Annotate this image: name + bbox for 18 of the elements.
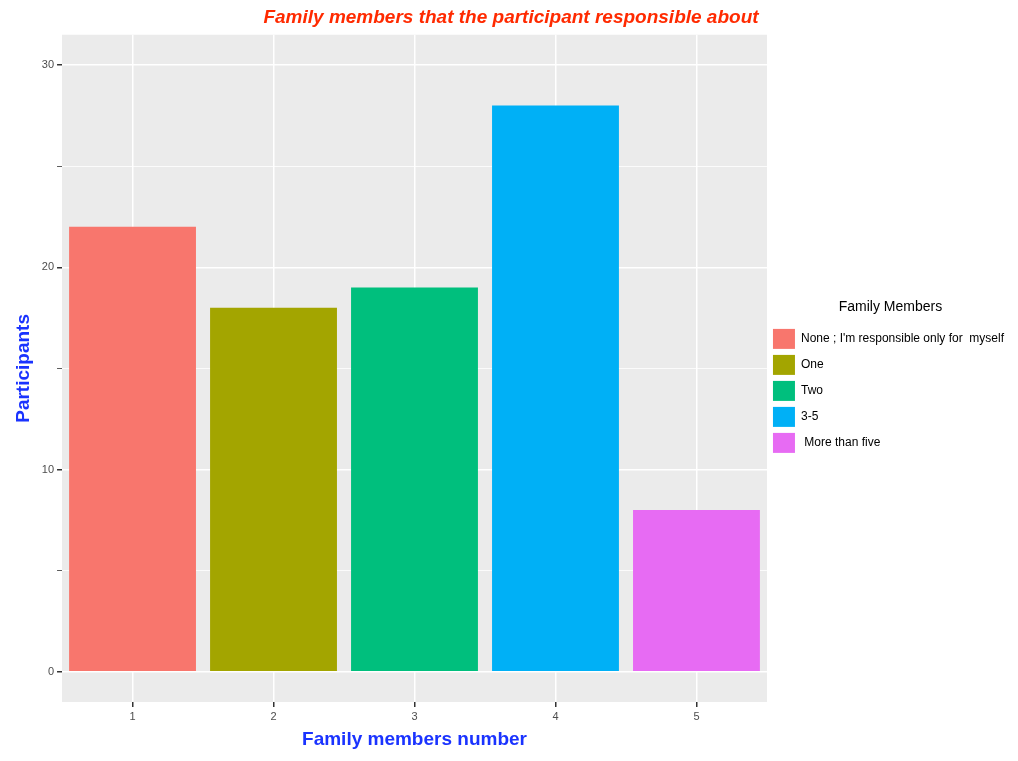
legend-label: Two [800, 383, 824, 398]
chart-title: Family members that the participant responsible about [263, 5, 760, 27]
legend-label: None ; I'm responsible only for myself [800, 331, 1005, 346]
x-tick-label: 3 [411, 709, 418, 722]
y-axis-title: Participants [11, 314, 33, 423]
legend-label: More than five [800, 435, 881, 450]
y-tick-label: 0 [47, 664, 55, 677]
x-tick-label: 4 [552, 709, 559, 722]
y-tick-label: 20 [41, 260, 55, 273]
legend-label: One [800, 357, 824, 372]
x-axis-title: Family members number [302, 727, 528, 749]
x-tick-label: 1 [129, 709, 136, 722]
legend-title: Family Members [838, 297, 943, 314]
x-tick-label: 2 [270, 709, 277, 722]
legend-label: 3-5 [800, 409, 819, 424]
y-tick-label: 30 [41, 58, 55, 71]
y-tick-label: 10 [41, 462, 55, 475]
x-tick-label: 5 [693, 709, 700, 722]
